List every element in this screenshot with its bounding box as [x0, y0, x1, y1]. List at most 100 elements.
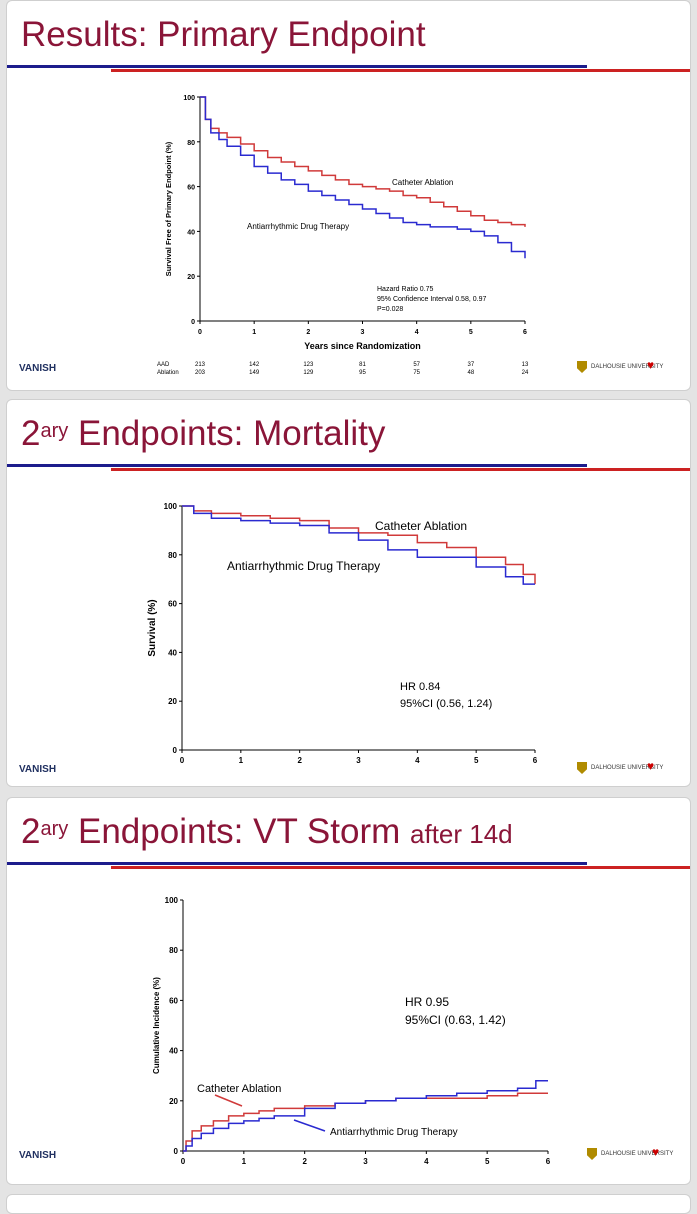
y-tick-label: 0	[173, 746, 178, 755]
title-rule-blue	[7, 464, 587, 467]
x-tick-label: 3	[356, 756, 361, 765]
shield-icon	[577, 762, 587, 774]
x-tick-label: 0	[198, 329, 202, 336]
annotation: Antiarrhythmic Drug Therapy	[247, 222, 349, 231]
x-tick-label: 6	[546, 1157, 551, 1166]
x-tick-label: 6	[523, 329, 527, 336]
x-tick-label: 4	[415, 329, 419, 336]
at-risk-value: 123	[303, 362, 314, 368]
x-axis-label: Years since Randomization	[304, 341, 421, 351]
slide-title: 2ary Endpoints: Mortality	[21, 414, 386, 453]
x-tick-label: 5	[469, 329, 473, 336]
slide-title: 2ary Endpoints: VT Storm after 14d	[21, 812, 513, 851]
title-rule-red	[111, 468, 690, 471]
x-tick-label: 2	[297, 756, 302, 765]
y-tick-label: 40	[169, 1047, 178, 1056]
title-rule-blue	[7, 65, 587, 68]
x-tick-label: 0	[180, 756, 185, 765]
at-risk-value: 75	[413, 370, 420, 376]
label-pointer	[293, 1119, 326, 1132]
at-risk-value: 81	[359, 362, 366, 368]
at-risk-label: AAD	[157, 362, 170, 368]
y-tick-label: 100	[183, 95, 195, 102]
vanish-logo: VANISH	[19, 1150, 57, 1161]
title-rule-blue	[7, 862, 587, 865]
annotation: Antiarrhythmic Drug Therapy	[227, 559, 380, 573]
maritime-heart-logo: ♥	[652, 1146, 664, 1158]
y-tick-label: 40	[168, 648, 177, 657]
at-risk-value: 142	[249, 362, 260, 368]
dalhousie-logo: DALHOUSIE UNIVERSITY	[587, 1148, 673, 1160]
y-axis-label: Survival (%)	[147, 599, 158, 656]
heart-icon: ♥	[647, 358, 655, 372]
y-tick-label: 20	[187, 274, 195, 281]
annotation: HR 0.84	[400, 681, 440, 693]
maritime-heart-logo: ♥	[647, 359, 659, 371]
y-tick-label: 60	[187, 185, 195, 192]
at-risk-value: 129	[303, 370, 314, 376]
y-tick-label: 20	[169, 1097, 178, 1106]
dalhousie-logo: DALHOUSIE UNIVERSITY	[577, 361, 663, 373]
annotation: 95%CI (0.56, 1.24)	[400, 698, 492, 710]
annotation: 95%CI (0.63, 1.42)	[405, 1013, 506, 1027]
series-line-aad	[182, 505, 535, 585]
vanish-logo: VANISH	[19, 764, 57, 775]
x-tick-label: 5	[485, 1157, 490, 1166]
annotation: HR 0.95	[405, 995, 449, 1009]
at-risk-value: 24	[522, 370, 529, 376]
annotation: 95% Confidence Interval 0.58, 0.97	[377, 296, 486, 303]
heart-icon: ♥	[652, 1145, 660, 1159]
y-tick-label: 0	[191, 319, 195, 326]
maritime-heart-logo: ♥	[647, 760, 659, 772]
x-tick-label: 5	[474, 756, 479, 765]
at-risk-value: 48	[467, 370, 474, 376]
annotation: Hazard Ratio 0.75	[377, 286, 434, 293]
label-pointer	[214, 1094, 243, 1107]
at-risk-value: 213	[195, 362, 206, 368]
x-tick-label: 6	[533, 756, 538, 765]
annotation: P=0.028	[377, 306, 403, 313]
title-rule-red	[111, 69, 690, 72]
annotation: Catheter Ablation	[375, 519, 467, 533]
x-tick-label: 1	[252, 329, 256, 336]
x-tick-label: 0	[181, 1157, 186, 1166]
x-tick-label: 4	[424, 1157, 429, 1166]
x-tick-label: 3	[361, 329, 365, 336]
slide-vt-storm: 2ary Endpoints: VT Storm after 14d 0 20 40…	[6, 797, 691, 1185]
y-tick-label: 20	[168, 697, 177, 706]
y-tick-label: 40	[187, 229, 195, 236]
x-tick-label: 1	[239, 756, 244, 765]
y-tick-label: 80	[169, 946, 178, 955]
y-tick-label: 100	[164, 502, 178, 511]
heart-icon: ♥	[647, 759, 655, 773]
km-chart-mortality: 0 20 40 60 80 100 0 1 2 3 4 5 6 Survival (%) Catheter …	[147, 502, 538, 765]
shield-icon	[587, 1148, 597, 1160]
cumulative-incidence-chart: 0 20 40 60 80 100 0 1 2 3 4 5 6 Cumulative Incidence …	[152, 896, 551, 1166]
at-risk-value: 95	[359, 370, 366, 376]
at-risk-label: Ablation	[157, 370, 179, 376]
shield-icon	[577, 361, 587, 373]
x-tick-label: 3	[363, 1157, 368, 1166]
at-risk-value: 149	[249, 370, 260, 376]
x-tick-label: 2	[306, 329, 310, 336]
series-line-ablation	[183, 1092, 548, 1152]
y-axis-label: Cumulative Incidence (%)	[152, 977, 161, 1074]
at-risk-value: 13	[522, 362, 529, 368]
annotation: Antiarrhythmic Drug Therapy	[330, 1127, 458, 1138]
y-axis-label: Survival Free of Primary Endpoint (%)	[164, 141, 173, 276]
dalhousie-logo: DALHOUSIE UNIVERSITY	[577, 762, 663, 774]
y-tick-label: 0	[174, 1147, 179, 1156]
series-line-aad	[200, 96, 526, 259]
x-tick-label: 2	[302, 1157, 307, 1166]
y-tick-label: 60	[169, 996, 178, 1005]
vanish-logo: VANISH	[19, 363, 57, 374]
at-risk-value: 203	[195, 370, 206, 376]
slide-mortality: 2ary Endpoints: Mortality 0 20 40 60 80 100 0 1…	[6, 399, 691, 787]
x-tick-label: 4	[415, 756, 420, 765]
series-line-aad	[183, 1079, 548, 1152]
annotation: Catheter Ablation	[197, 1083, 281, 1095]
y-tick-label: 80	[168, 551, 177, 560]
slide-primary-endpoint: Results: Primary Endpoint 0 20 40 60 80 100 0 1…	[6, 0, 691, 391]
at-risk-value: 37	[467, 362, 474, 368]
